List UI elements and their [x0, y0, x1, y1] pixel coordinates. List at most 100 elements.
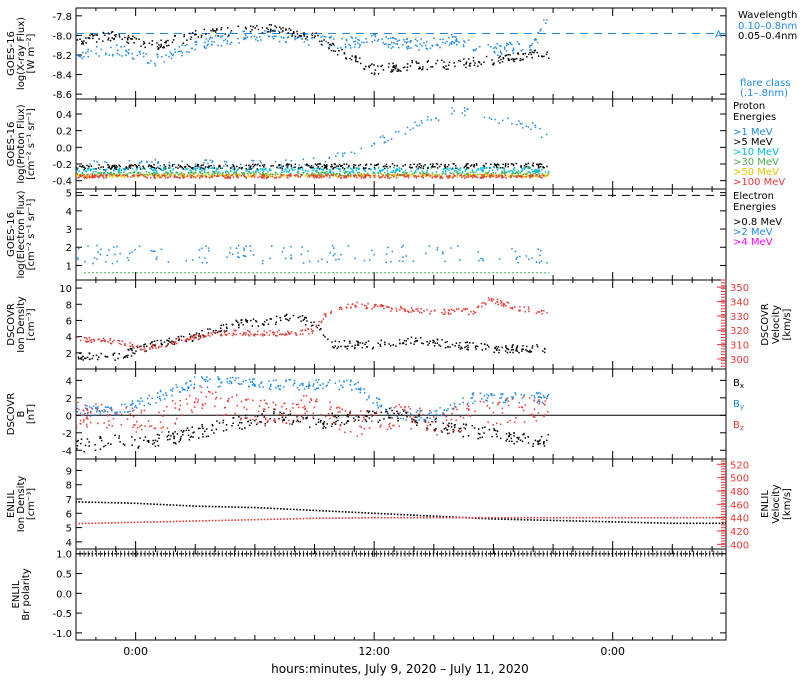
series-point--100-mev: [179, 177, 181, 179]
series-point--30-mev: [414, 171, 417, 174]
series-point-0-05-0-4nm: [110, 31, 113, 33]
series-point--100-mev: [482, 174, 485, 176]
series-point--100-mev: [301, 174, 303, 176]
series-point--30-mev: [168, 174, 171, 176]
series-point-0-05-0-4nm: [321, 40, 323, 42]
series-point--10-mev: [522, 169, 524, 171]
series-point--5-mev: [188, 165, 190, 167]
series-point--50-mev: [521, 174, 523, 177]
series-point-bx: [537, 443, 540, 445]
series-point-bx: [347, 413, 349, 416]
series-point-0-10-0-8nm: [117, 49, 119, 52]
series-point--100-mev: [476, 176, 479, 179]
series-point-density: [422, 342, 425, 345]
series-point--5-mev: [147, 165, 150, 168]
series-point--50-mev: [247, 175, 250, 177]
series-point-0-10-0-8nm: [533, 39, 536, 41]
series-point-0-10-0-8nm: [396, 43, 399, 45]
series-point-0-10-0-8nm: [327, 46, 330, 49]
series-point--30-mev: [130, 172, 132, 174]
series-point--5-mev: [218, 164, 221, 167]
series-point-density: [494, 346, 496, 349]
series-point-bz: [288, 423, 291, 425]
series-point-by: [156, 396, 159, 399]
series-point--100-mev: [318, 177, 321, 179]
series-point-by: [88, 406, 91, 408]
series-point--100-mev: [343, 176, 345, 178]
series-point-0-05-0-4nm: [519, 59, 521, 62]
series-point-density: [226, 327, 228, 330]
series-point--50-mev: [208, 173, 211, 175]
series-point-bx: [543, 440, 545, 443]
series-point-bz: [215, 396, 218, 398]
series-point-by: [530, 394, 533, 397]
series-point--5-mev: [204, 166, 207, 168]
series-point--10-mev: [133, 170, 136, 173]
series-point-0-05-0-4nm: [266, 27, 268, 29]
series-point-density: [167, 343, 169, 345]
y-axis-label: [cm⁻³]: [26, 308, 37, 340]
series-point-0-10-0-8nm: [156, 53, 158, 56]
series-point-bx: [305, 417, 307, 419]
series-point-0-05-0-4nm: [398, 69, 401, 72]
series-point--5-mev: [396, 164, 398, 167]
series-point-bx: [273, 410, 275, 413]
series-point--100-mev: [454, 175, 456, 177]
series-point--5-mev: [368, 167, 370, 170]
series-point--50-mev: [224, 174, 226, 176]
series-point-density: [331, 346, 334, 348]
series-point--30-mev: [349, 172, 351, 174]
series-point-by: [220, 381, 223, 384]
series-point--10-mev: [527, 166, 530, 169]
series-point-by: [228, 382, 230, 385]
series-point-by: [543, 396, 545, 399]
series-point-bx: [188, 429, 190, 432]
series-point--50-mev: [136, 173, 138, 176]
series-point-density: [88, 352, 91, 354]
series-point-bz: [234, 412, 236, 415]
series-point--2-mev: [207, 250, 210, 252]
series-point-bz: [76, 424, 78, 427]
series-point-0-10-0-8nm: [534, 38, 537, 40]
series-point--10-mev: [481, 170, 483, 172]
series-point-by: [188, 386, 190, 388]
series-point-velocity: [404, 308, 406, 311]
series-point--2-mev: [128, 252, 131, 255]
series-point--5-mev: [100, 166, 102, 168]
series-point--100-mev: [541, 177, 543, 179]
series-point--30-mev: [338, 172, 341, 175]
series-point-velocity: [374, 305, 376, 307]
series-point-0-05-0-4nm: [465, 63, 467, 65]
series-point-velocity: [413, 310, 415, 312]
series-point-density: [88, 358, 91, 360]
series-point--5-mev: [150, 164, 152, 167]
series-point--30-mev: [248, 171, 251, 174]
series-point-bx: [137, 446, 140, 449]
series-point--100-mev: [439, 177, 441, 179]
series-point-by: [366, 398, 368, 401]
series-point--10-mev: [339, 168, 341, 170]
series-point--50-mev: [286, 176, 288, 178]
series-point-bz: [487, 421, 489, 424]
series-point-bz: [77, 401, 79, 404]
series-point--100-mev: [294, 174, 297, 176]
series-point-0-05-0-4nm: [355, 59, 357, 61]
series-point--100-mev: [425, 175, 427, 177]
series-point-0-05-0-4nm: [540, 55, 543, 57]
series-point--5-mev: [184, 166, 187, 168]
series-point-bz: [240, 417, 242, 419]
series-point-velocity: [381, 305, 384, 308]
series-point-0-10-0-8nm: [433, 37, 435, 40]
series-point--5-mev: [465, 165, 468, 167]
series-point-bx: [131, 444, 133, 446]
series-point-density: [267, 323, 270, 325]
series-point-velocity: [186, 338, 189, 340]
series-point-0-05-0-4nm: [543, 55, 545, 58]
series-point-0-10-0-8nm: [85, 52, 87, 54]
series-point--100-mev: [164, 177, 167, 179]
series-point-bz: [100, 403, 103, 406]
series-point--100-mev: [224, 177, 226, 179]
series-point-by: [181, 387, 183, 389]
series-point-bx: [389, 414, 391, 417]
